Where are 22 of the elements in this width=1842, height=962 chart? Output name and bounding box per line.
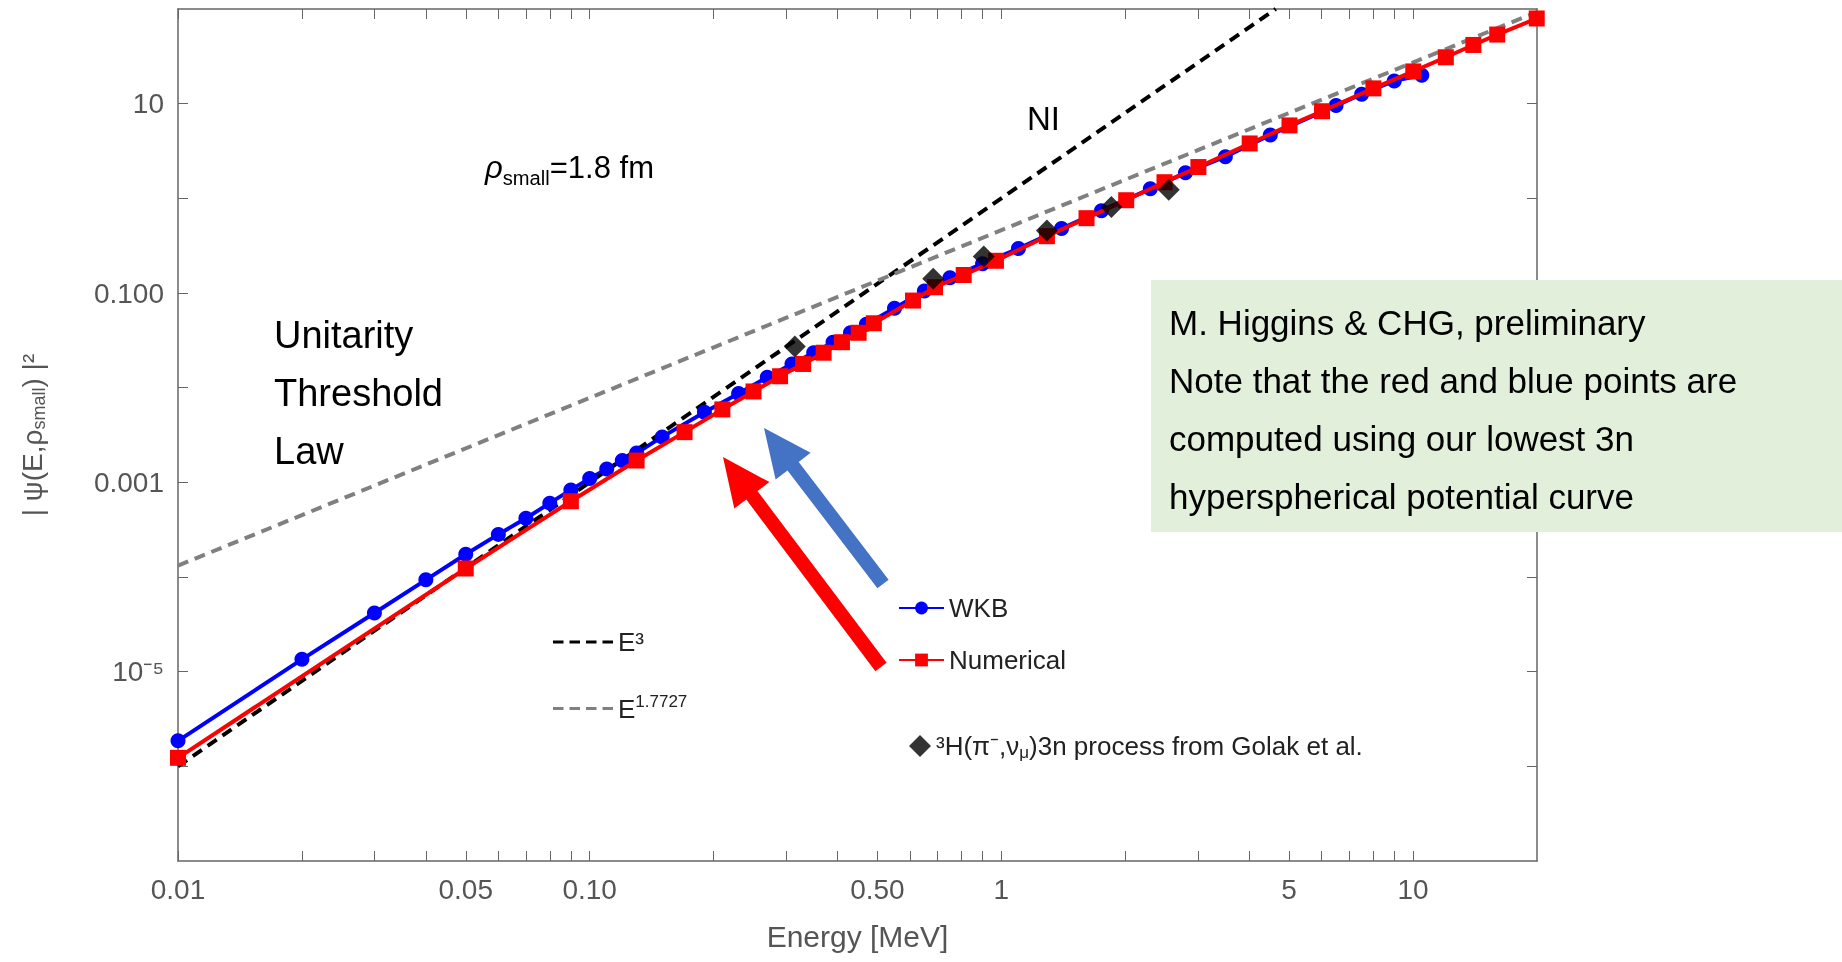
- y-tick-label: 0.100: [93, 277, 164, 309]
- annotation: ρ$_{small}$=1.8 fm: [485, 150, 655, 191]
- y-tick-label: 10: [132, 88, 164, 120]
- x-tick-label: 0.01: [150, 873, 206, 905]
- y-tick-label: 10⁻⁵: [112, 656, 164, 688]
- annotation: M. Higgins & CHG, preliminary: [1169, 302, 1647, 344]
- x-tick-label: 10: [1397, 873, 1429, 905]
- x-tick-label: 0.10: [562, 873, 617, 905]
- legend-label: E³: [618, 627, 645, 657]
- y-axis-title: | ψ(E,ρsmall) |²: [17, 353, 49, 517]
- annotation: Unitarity Threshold Law: [274, 313, 444, 474]
- x-tick-label: 0.05: [438, 873, 494, 905]
- legend-label: ³H(π⁻,νμ)3n process from Golak et al.: [936, 731, 1363, 762]
- y-tick-label: 0.001: [93, 466, 164, 498]
- x-tick-label: 5: [1281, 873, 1297, 905]
- annotation: Note that the red and blue points are computed using our lowest 3n hyperspherical potential curve: [1169, 360, 1739, 518]
- legend-label: Numerical: [949, 645, 1067, 675]
- legend-label: WKB: [949, 593, 1009, 623]
- x-tick-label: 0.50: [850, 873, 905, 905]
- annotation: NI: [1027, 100, 1060, 138]
- x-axis-title: Energy [MeV]: [766, 919, 949, 953]
- x-tick-label: 1: [993, 873, 1010, 905]
